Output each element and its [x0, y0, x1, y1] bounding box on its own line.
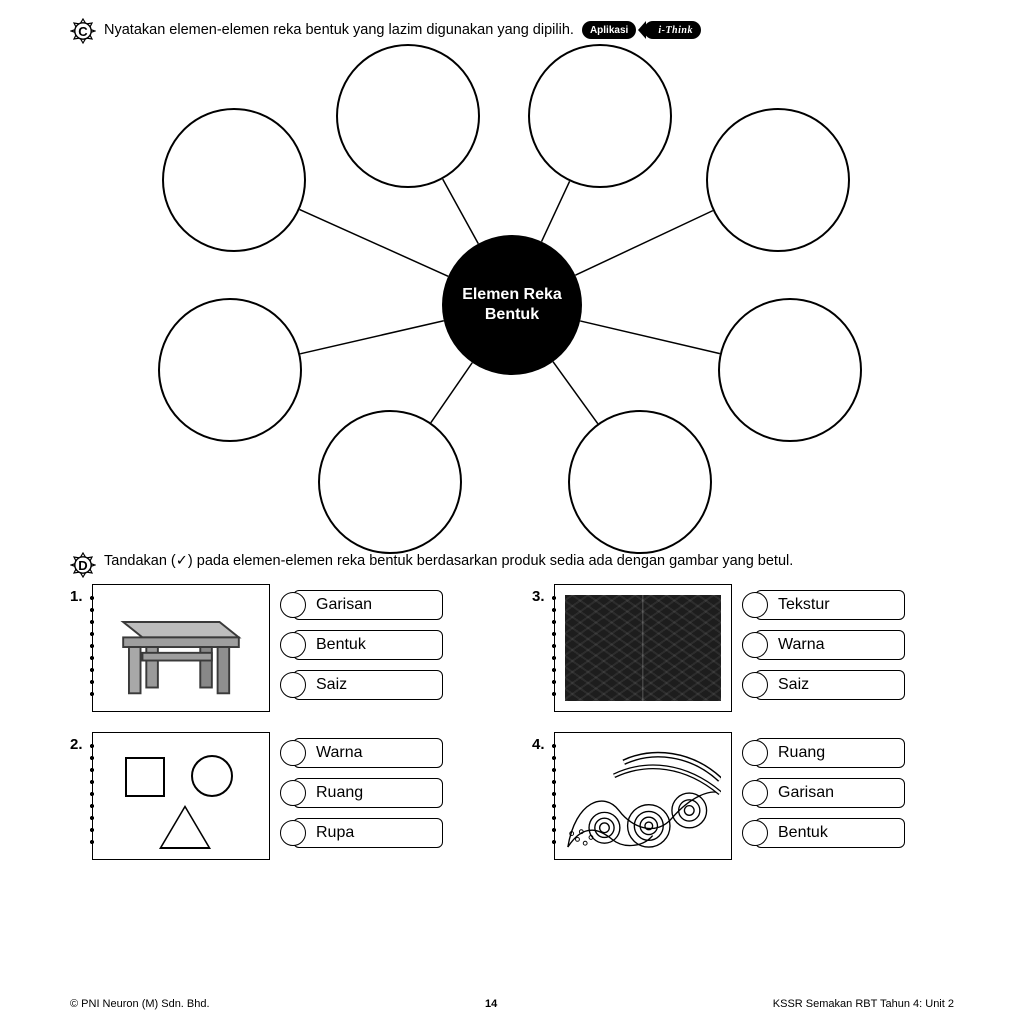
- option-label: Rupa: [293, 818, 443, 848]
- bubble-map-satellite[interactable]: [158, 298, 302, 442]
- section-c-letter: C: [78, 24, 87, 39]
- option-checkbox[interactable]: [742, 780, 768, 806]
- option-checkbox[interactable]: [742, 740, 768, 766]
- option-label: Bentuk: [293, 630, 443, 660]
- footer-copyright: © PNI Neuron (M) Sdn. Bhd.: [70, 998, 210, 1010]
- option-row: Rupa: [280, 818, 443, 848]
- section-c-instruction: Nyatakan elemen-elemen reka bentuk yang …: [104, 21, 701, 41]
- aplikasi-badge: Aplikasi: [582, 21, 636, 39]
- footer-unit: KSSR Semakan RBT Tahun 4: Unit 2: [773, 998, 954, 1010]
- doodle-illustration: [565, 743, 721, 849]
- option-label: Garisan: [293, 590, 443, 620]
- section-c-header: C Nyatakan elemen-elemen reka bentuk yan…: [70, 18, 954, 44]
- option-label: Tekstur: [755, 590, 905, 620]
- option-checkbox[interactable]: [742, 672, 768, 698]
- option-checkbox[interactable]: [742, 632, 768, 658]
- option-row: Warna: [280, 738, 443, 768]
- option-checkbox[interactable]: [280, 820, 306, 846]
- option-label: Bentuk: [755, 818, 905, 848]
- item-image-card: [92, 584, 270, 712]
- item-options: Ruang Garisan Bentuk: [742, 732, 905, 848]
- bubble-map-hub: Elemen Reka Bentuk: [442, 235, 582, 375]
- bubble-map-satellite[interactable]: [528, 44, 672, 188]
- option-checkbox[interactable]: [280, 672, 306, 698]
- option-checkbox[interactable]: [742, 592, 768, 618]
- ithink-badge: i-Think: [644, 21, 701, 39]
- item-number: 2.: [70, 732, 88, 753]
- option-row: Ruang: [280, 778, 443, 808]
- question-item: 2. Warna Ruang Rupa: [70, 732, 492, 860]
- section-d-badge: D: [70, 552, 96, 578]
- question-item: 3. Tekstur Warna Saiz: [532, 584, 954, 712]
- bubble-map-satellite[interactable]: [336, 44, 480, 188]
- option-label: Ruang: [293, 778, 443, 808]
- option-row: Bentuk: [280, 630, 443, 660]
- option-row: Tekstur: [742, 590, 905, 620]
- option-checkbox[interactable]: [280, 740, 306, 766]
- option-label: Ruang: [755, 738, 905, 768]
- bubble-map-satellite[interactable]: [718, 298, 862, 442]
- option-checkbox[interactable]: [280, 632, 306, 658]
- option-label: Saiz: [755, 670, 905, 700]
- option-checkbox[interactable]: [280, 592, 306, 618]
- option-row: Saiz: [742, 670, 905, 700]
- section-d-instruction: Tandakan (✓) pada elemen-elemen reka ben…: [104, 552, 793, 572]
- option-label: Saiz: [293, 670, 443, 700]
- table-illustration: [103, 595, 259, 701]
- option-checkbox[interactable]: [280, 780, 306, 806]
- footer-page-number: 14: [485, 998, 497, 1010]
- section-d-letter: D: [78, 558, 87, 573]
- page-footer: © PNI Neuron (M) Sdn. Bhd. 14 KSSR Semak…: [70, 998, 954, 1010]
- bubble-map-satellite[interactable]: [162, 108, 306, 252]
- option-row: Garisan: [280, 590, 443, 620]
- item-number: 1.: [70, 584, 88, 605]
- bubble-map-satellite[interactable]: [706, 108, 850, 252]
- question-item: 1. Garisan Bentuk Saiz: [70, 584, 492, 712]
- shapes-illustration: [103, 743, 259, 849]
- hub-label: Elemen Reka Bentuk: [462, 285, 562, 325]
- option-row: Ruang: [742, 738, 905, 768]
- item-image-card: [554, 584, 732, 712]
- option-row: Warna: [742, 630, 905, 660]
- items-grid: 1. Garisan Bentuk Saiz 3. Tekstur Warna Saiz 2.…: [70, 584, 954, 860]
- question-item: 4. Ruang Garisan Bentuk: [532, 732, 954, 860]
- option-label: Warna: [293, 738, 443, 768]
- option-row: Saiz: [280, 670, 443, 700]
- section-d-header: D Tandakan (✓) pada elemen-elemen reka b…: [70, 552, 954, 578]
- item-options: Garisan Bentuk Saiz: [280, 584, 443, 700]
- item-image-card: [554, 732, 732, 860]
- option-label: Warna: [755, 630, 905, 660]
- bubble-map: Elemen Reka Bentuk: [70, 50, 954, 540]
- option-row: Garisan: [742, 778, 905, 808]
- bubble-map-satellite[interactable]: [568, 410, 712, 554]
- item-options: Warna Ruang Rupa: [280, 732, 443, 848]
- section-c-badge: C: [70, 18, 96, 44]
- option-checkbox[interactable]: [742, 820, 768, 846]
- item-image-card: [92, 732, 270, 860]
- item-number: 3.: [532, 584, 550, 605]
- item-options: Tekstur Warna Saiz: [742, 584, 905, 700]
- option-label: Garisan: [755, 778, 905, 808]
- texture-illustration: [565, 595, 721, 701]
- option-row: Bentuk: [742, 818, 905, 848]
- section-c-text: Nyatakan elemen-elemen reka bentuk yang …: [104, 22, 574, 38]
- bubble-map-satellite[interactable]: [318, 410, 462, 554]
- item-number: 4.: [532, 732, 550, 753]
